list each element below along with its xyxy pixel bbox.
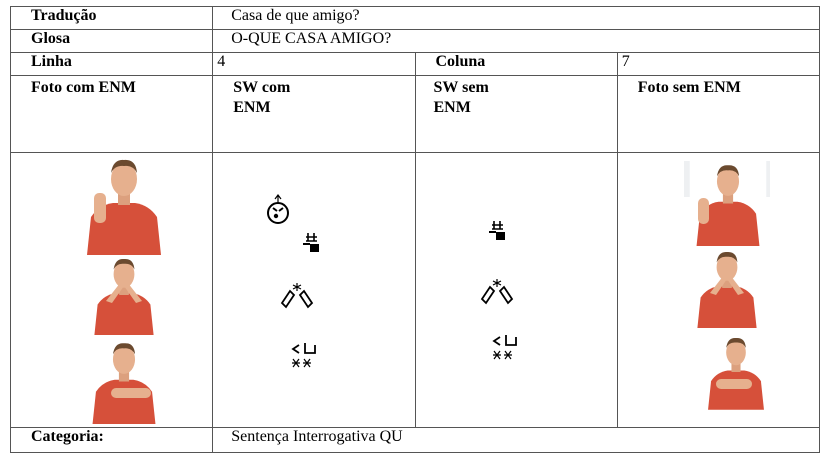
label: Categoria: (31, 428, 104, 446)
value: 4 (217, 53, 226, 71)
header: SW com ENM (233, 79, 291, 116)
header-cell: Foto com ENM (9, 75, 214, 153)
header: Foto sem ENM (637, 79, 741, 96)
header: SW sem ENM (433, 79, 489, 116)
label-cell: Linha (9, 52, 214, 76)
header-cell: SW sem ENM (414, 75, 618, 153)
photos-with-nmm (79, 155, 169, 424)
signwriting-with-nmm (267, 194, 320, 368)
signwriting-cell (414, 152, 618, 428)
value-cell: Sentença Interrogativa QU (212, 427, 820, 453)
header: Foto com ENM (31, 79, 136, 96)
photo-cell (616, 152, 821, 428)
sign-table: Tradução Casa de que amigo? Glosa O-QUE … (9, 6, 821, 453)
label: Glosa (31, 30, 71, 48)
value: Sentença Interrogativa QU (231, 428, 403, 446)
value-cell: 4 (212, 52, 416, 76)
signwriting-cell (212, 152, 416, 428)
label-cell: Categoria: (9, 427, 214, 453)
value-cell: Casa de que amigo? (212, 6, 820, 30)
value: O-QUE CASA AMIGO? (231, 30, 392, 48)
value: Casa de que amigo? (231, 7, 360, 25)
header-cell: SW com ENM (212, 75, 416, 153)
header-cell: Foto sem ENM (616, 75, 821, 153)
label-cell: Tradução (9, 6, 214, 30)
value: 7 (621, 53, 630, 71)
signwriting-without-nmm (480, 221, 517, 360)
label-cell: Glosa (9, 29, 214, 53)
label: Coluna (435, 53, 486, 71)
photos-without-nmm (683, 161, 770, 410)
photo-cell (9, 152, 214, 428)
value-cell: 7 (616, 52, 821, 76)
label: Linha (31, 53, 72, 71)
value-cell: O-QUE CASA AMIGO? (212, 29, 820, 53)
label: Tradução (31, 7, 97, 25)
label-cell: Coluna (414, 52, 618, 76)
